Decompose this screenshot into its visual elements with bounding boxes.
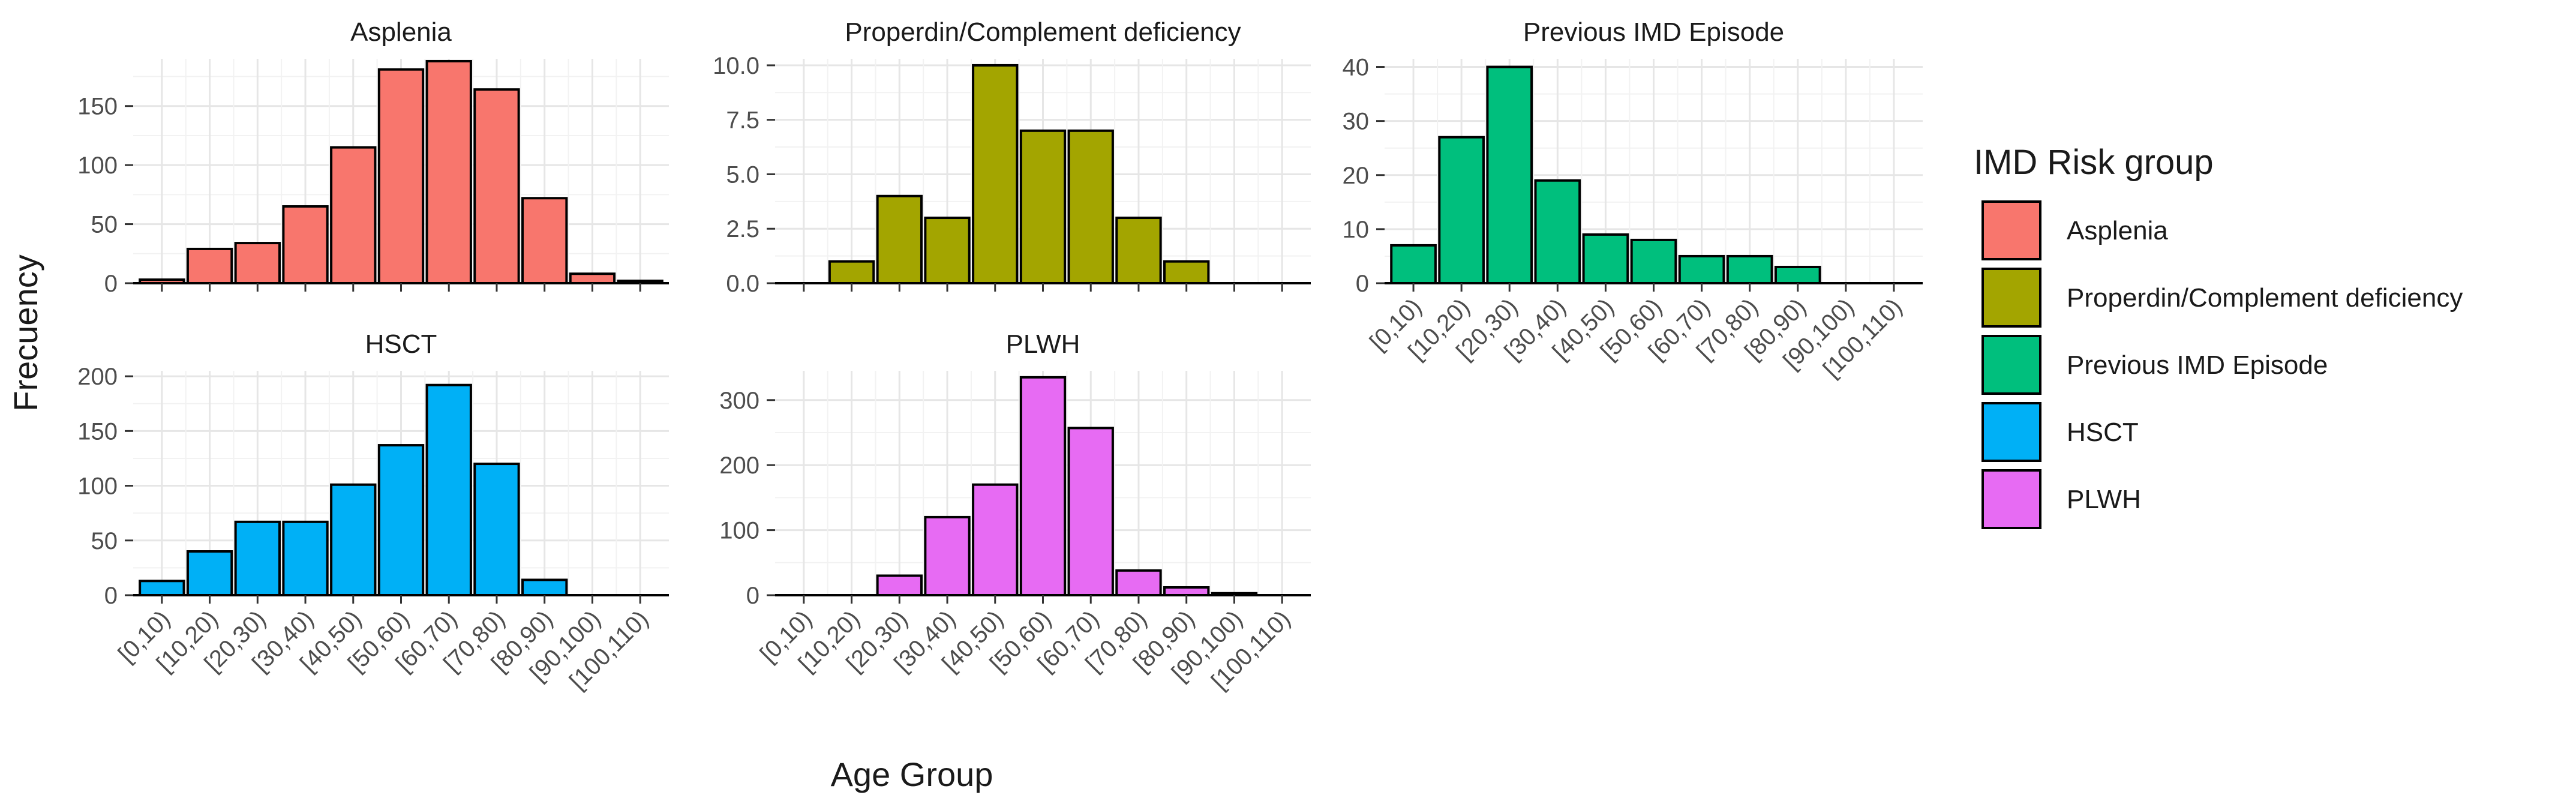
y-tick-label: 0	[104, 271, 118, 297]
y-axis-title: Frecuency	[7, 254, 44, 411]
panel-0: 0 50 100 150 Asplenia	[77, 17, 669, 297]
y-tick-label: 150	[77, 94, 118, 120]
legend-item-3: HSCT	[1981, 402, 2139, 462]
y-tick-label: 10	[1343, 217, 1370, 243]
panel-title: Previous IMD Episode	[1523, 17, 1784, 47]
legend-label: Properdin/Complement deficiency	[2067, 283, 2463, 313]
y-tick-label: 100	[719, 518, 759, 544]
legend-item-2: Previous IMD Episode	[1981, 335, 2328, 395]
y-tick-label: 150	[77, 418, 118, 445]
y-tick-label: 0	[1356, 271, 1369, 297]
panel-title: PLWH	[1006, 329, 1080, 359]
y-tick-label: 200	[719, 452, 759, 479]
legend-label: Asplenia	[2067, 216, 2168, 245]
bar-[60,70)	[1678, 254, 1725, 284]
bar-[50,60)	[1630, 238, 1677, 285]
y-tick-label: 30	[1343, 109, 1370, 135]
y-tick-label: 0.0	[726, 271, 759, 297]
legend-swatch	[1981, 402, 2041, 462]
bar-[40,50)	[1582, 233, 1629, 285]
x-axis-title: Age Group	[831, 755, 993, 793]
bar-[20,30)	[876, 574, 923, 597]
legend-label: Previous IMD Episode	[2067, 350, 2328, 380]
bar-[50,60)	[1019, 129, 1067, 284]
bar-[40,50)	[972, 483, 1019, 596]
bar-[30,40)	[924, 217, 971, 284]
y-tick-label: 2.5	[726, 216, 759, 242]
y-tick-label: 5.0	[726, 161, 759, 188]
panel-title: HSCT	[365, 329, 437, 359]
legend-title: IMD Risk group	[1974, 143, 2214, 182]
y-tick-label: 200	[77, 364, 118, 390]
y-tick-label: 0	[104, 583, 118, 609]
y-tick-label: 20	[1343, 163, 1370, 189]
legend-swatch	[1981, 335, 2041, 395]
bar-[20,30)	[234, 242, 281, 284]
bar-[30,40)	[1534, 179, 1581, 284]
bar-[60,70)	[1067, 129, 1114, 284]
legend-swatch	[1981, 268, 2041, 328]
y-tick-label: 50	[91, 528, 118, 554]
bar-[20,30)	[1486, 65, 1533, 285]
legend: IMD Risk group Asplenia Properdin/Complem…	[1974, 143, 2463, 529]
bar-[50,60)	[377, 68, 425, 284]
y-tick-label: 100	[77, 473, 118, 500]
panel-title: Asplenia	[350, 17, 452, 47]
legend-swatch	[1981, 200, 2041, 260]
bar-[40,50)	[330, 483, 377, 596]
bar-[10,20)	[828, 260, 875, 285]
bar-[30,40)	[282, 520, 329, 597]
legend-swatch	[1981, 469, 2041, 529]
y-tick-label: 7.5	[726, 107, 759, 134]
bar-[80,90)	[1774, 265, 1821, 285]
bar-[60,70)	[425, 383, 472, 597]
y-tick-label: 0	[746, 583, 759, 609]
bar-[80,90)	[521, 578, 568, 597]
bar-[10,20)	[186, 550, 233, 597]
bar-[10,20)	[1438, 136, 1485, 284]
legend-item-0: Asplenia	[1981, 200, 2168, 260]
legend-label: HSCT	[2067, 418, 2139, 447]
legend-label: PLWH	[2067, 485, 2141, 514]
bar-[10,20)	[186, 247, 233, 285]
bar-[60,70)	[425, 59, 472, 285]
bar-[60,70)	[1067, 427, 1114, 596]
bar-[50,60)	[1019, 376, 1067, 596]
legend-items: Asplenia Properdin/Complement deficiency P…	[1981, 200, 2463, 529]
y-tick-label: 50	[91, 212, 118, 238]
bar-[20,30)	[234, 520, 281, 597]
y-tick-label: 10.0	[713, 53, 759, 79]
y-tick-label: 300	[719, 388, 759, 414]
bar-[0,10)	[139, 580, 185, 596]
bar-[80,90)	[521, 197, 568, 284]
bar-[20,30)	[876, 194, 923, 285]
bar-[70,80)	[473, 88, 520, 284]
bar-[70,80)	[473, 463, 520, 597]
panel-1: 0.0 2.5 5.0 7.5 10.0 Properdin/Complement def…	[713, 17, 1311, 297]
bar-[90,100)	[569, 272, 616, 284]
panel-title: Properdin/Complement deficiency	[845, 17, 1241, 47]
bar-[40,50)	[972, 64, 1019, 284]
bar-[0,10)	[1390, 244, 1437, 284]
legend-item-1: Properdin/Complement deficiency	[1981, 268, 2463, 328]
y-tick-label: 100	[77, 152, 118, 179]
y-tick-label: 40	[1343, 55, 1370, 81]
bar-[70,80)	[1115, 217, 1162, 284]
bar-[30,40)	[924, 515, 971, 596]
bar-[50,60)	[377, 444, 425, 596]
bar-[40,50)	[330, 146, 377, 284]
bar-[30,40)	[282, 205, 329, 285]
bar-[70,80)	[1726, 254, 1773, 284]
legend-item-4: PLWH	[1981, 469, 2141, 529]
bar-[70,80)	[1115, 569, 1162, 596]
bar-[80,90)	[1163, 260, 1210, 285]
